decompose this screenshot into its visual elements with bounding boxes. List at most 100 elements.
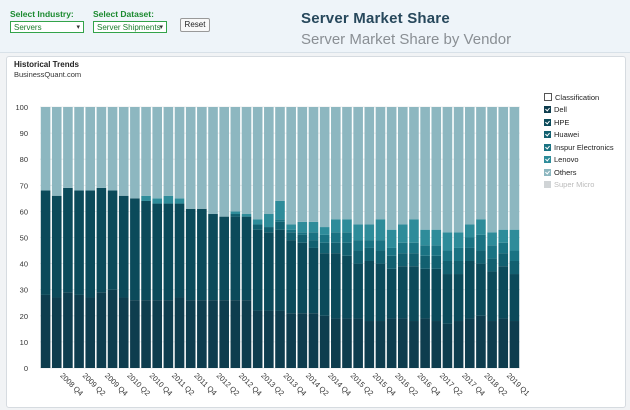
x-tick-label: 2013 Q4 (282, 371, 309, 398)
reset-button[interactable]: Reset (180, 18, 210, 32)
bar-segment (141, 300, 151, 368)
bar-segment (364, 247, 375, 261)
bar-segment (342, 219, 352, 233)
bar-segment (74, 107, 84, 191)
bar-segment (442, 323, 453, 368)
bar-segment (420, 229, 430, 246)
bar-segment (386, 247, 397, 256)
bar-segment (319, 253, 330, 316)
x-tick-label: 2019 Q1 (505, 371, 532, 398)
bar-segment (331, 107, 341, 220)
bar-segment (476, 234, 486, 251)
legend-item-huawei[interactable]: Huawei (544, 129, 629, 142)
legend-item-others[interactable]: Others (544, 166, 629, 179)
bar-segment (464, 224, 475, 238)
bar-segment (286, 107, 296, 225)
legend-item-dell[interactable]: Dell (544, 104, 629, 117)
bar-segment (96, 292, 107, 368)
bar-segment (185, 107, 196, 209)
page-subtitle: Server Market Share by Vendor (301, 31, 512, 48)
bar-segment (208, 214, 218, 301)
bar-segment (342, 242, 352, 256)
bar-segment (409, 253, 419, 267)
x-tick-label: 2010 Q2 (125, 371, 152, 398)
bar-segment (498, 242, 509, 254)
y-tick-label: 10 (20, 338, 28, 347)
bar-segment (286, 232, 296, 241)
bar-segment (375, 250, 386, 264)
bar-segment (453, 232, 464, 248)
bar-segment (219, 300, 229, 368)
x-tick-label: 2015 Q4 (371, 371, 398, 398)
legend-item-lenovo[interactable]: Lenovo (544, 154, 629, 167)
bar-segment (208, 300, 218, 368)
y-tick-label: 20 (20, 312, 28, 321)
bar-segment (252, 310, 263, 368)
bar-segment (375, 321, 386, 368)
bar-segment (74, 294, 84, 368)
bar-segment (230, 211, 241, 215)
bar-segment (397, 253, 408, 267)
bar-segment (319, 234, 330, 243)
bar-segment (275, 107, 285, 201)
bar-segment (453, 247, 464, 261)
bar-segment (420, 268, 430, 319)
bar-segment (487, 107, 497, 233)
bar-segment (264, 232, 274, 311)
legend-item-label: Dell (554, 105, 567, 115)
dataset-select-value: Server Shipments (97, 23, 161, 32)
bar-segment (364, 224, 375, 241)
bar-segment (163, 195, 174, 204)
bar-segment (275, 200, 285, 220)
bar-segment (509, 321, 520, 368)
dataset-select[interactable]: Server Shipments ▾ (93, 21, 167, 33)
bar-segment (174, 107, 185, 199)
bar-segment (364, 107, 375, 225)
bar-segment (353, 263, 363, 319)
bar-segment (308, 247, 319, 314)
bar-segment (63, 187, 73, 293)
bar-segment (264, 227, 274, 233)
x-tick-label: 2012 Q2 (215, 371, 242, 398)
legend-item-hpe[interactable]: HPE (544, 116, 629, 129)
bar-segment (308, 107, 319, 222)
bar-segment (375, 219, 386, 241)
legend-item-inspur[interactable]: Inspur Electronics (544, 141, 629, 154)
x-tick-label: 2009 Q2 (81, 371, 108, 398)
bar-segment (319, 242, 330, 254)
bar-segment (431, 245, 442, 256)
bar-segment (241, 300, 252, 368)
industry-select[interactable]: Servers ▾ (10, 21, 84, 33)
bar-segment (130, 198, 140, 301)
checkbox-checked-icon (544, 118, 551, 126)
bar-segment (420, 107, 430, 230)
bar-segment (498, 253, 509, 267)
bar-segment (431, 321, 442, 368)
bar-segment (397, 242, 408, 254)
chart-legend: Classification Dell HPE Huawei Inspur El… (544, 91, 629, 191)
bar-segment (431, 107, 442, 230)
bar-segment (40, 190, 51, 295)
bar-segment (185, 208, 196, 301)
bar-segment (141, 107, 151, 196)
x-tick-label: 2013 Q2 (259, 371, 286, 398)
x-tick-label: 2017 Q2 (438, 371, 465, 398)
bar-segment (286, 313, 296, 368)
bar-segment (498, 107, 509, 230)
bar-segment (130, 300, 140, 368)
bar-segment (331, 253, 341, 319)
bar-segment (464, 237, 475, 248)
chevron-down-icon: ▾ (76, 24, 80, 31)
bar-segment (174, 198, 185, 204)
bar-segment (498, 229, 509, 243)
bar-segment (342, 318, 352, 368)
x-tick-label: 2012 Q4 (237, 371, 264, 398)
x-tick-label: 2010 Q4 (148, 371, 175, 398)
bar-segment (51, 107, 62, 196)
legend-item-super-micro[interactable]: Super Micro (544, 179, 629, 192)
bar-segment (397, 224, 408, 243)
bar-segment (264, 214, 274, 228)
bar-segment (118, 107, 129, 196)
legend-header[interactable]: Classification (544, 91, 629, 104)
